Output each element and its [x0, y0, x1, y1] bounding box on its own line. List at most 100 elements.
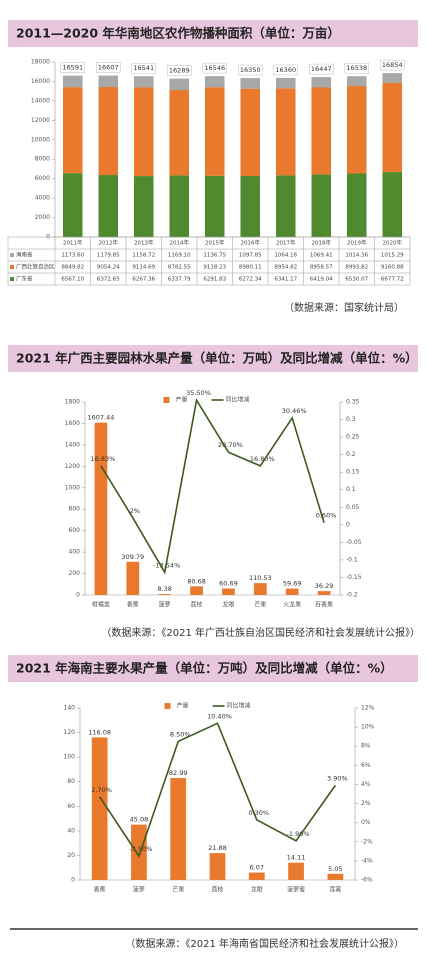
bar: [94, 422, 108, 595]
bar-label: 21.88: [208, 844, 227, 852]
table-cell: 6567.10: [61, 277, 84, 283]
bar: [311, 77, 332, 88]
table-cell: 1179.85: [97, 253, 120, 259]
table-cell: 6341.17: [274, 277, 297, 283]
bar: [169, 78, 190, 90]
bar: [288, 862, 304, 880]
table-cell: 6272.34: [239, 277, 262, 283]
legend-swatch: [10, 253, 14, 257]
legend-label: 同比增减: [226, 396, 250, 404]
x-tick-label: 2020年: [383, 239, 403, 247]
bar-label: 116.08: [88, 728, 111, 736]
total-box: [96, 62, 121, 73]
bar: [382, 172, 403, 237]
y2-tick-label: 0.05: [346, 504, 360, 511]
x-tick-label: 2019年: [347, 239, 367, 247]
legend-label: 产量: [176, 396, 188, 404]
bar: [275, 88, 296, 176]
line-label: 2.70%: [91, 786, 112, 794]
total-box: [131, 62, 156, 74]
legend-swatch: [10, 277, 14, 281]
x-tick-label: 2015年: [205, 239, 225, 247]
header-band: [8, 655, 418, 682]
y-tick-label: 120: [64, 729, 76, 736]
legend-label: 广东省: [16, 275, 33, 283]
chart-title: 2021 年广西主要园林水果产量（单位：万吨）及同比增减（单位：%）: [16, 351, 418, 366]
bar-label: 8.38: [157, 585, 171, 593]
bar: [285, 588, 299, 595]
bar: [275, 175, 296, 237]
bar: [382, 83, 403, 173]
bar: [327, 873, 344, 880]
y-tick-label: 4000: [35, 195, 50, 202]
x-tick-label: 香蕉: [127, 601, 139, 609]
x-tick-label: 菠萝: [133, 886, 145, 894]
x-tick-label: 荔枝: [211, 886, 223, 894]
bar-label: 82.99: [169, 769, 188, 777]
bar: [240, 78, 261, 89]
y2-tick-label: -0.15: [346, 574, 362, 581]
bar: [170, 778, 187, 880]
bar: [240, 88, 261, 177]
y-tick-label: 600: [69, 527, 81, 534]
x-tick-label: 莲雾: [329, 886, 341, 894]
total-label: 16546: [204, 64, 225, 72]
y-tick-label: 60: [67, 803, 75, 810]
line-label: 30.46%: [282, 407, 307, 415]
bar: [62, 87, 83, 174]
x-tick-label: 菠萝: [159, 601, 171, 609]
bar: [248, 872, 265, 880]
total-label: 16854: [382, 61, 403, 69]
y-tick-label: 0: [76, 592, 80, 599]
x-tick-label: 荔枝: [191, 601, 203, 609]
x-tick-label: 2016年: [241, 239, 261, 247]
bar-label: 36.29: [315, 582, 334, 590]
table-cell: 6291.83: [203, 277, 226, 283]
total-label: 16289: [169, 67, 190, 75]
bar-label: 110.53: [249, 574, 272, 582]
y-tick-label: 6000: [35, 175, 50, 182]
table-cell: 9114.69: [132, 265, 155, 271]
line-label: 8.50%: [170, 730, 191, 738]
bar: [346, 86, 367, 174]
table-cell: 6530.07: [345, 277, 368, 283]
y-tick-label: 40: [67, 827, 75, 834]
y2-tick-label: 10%: [361, 724, 375, 731]
legend-label: 产量: [177, 702, 189, 710]
y-tick-label: 100: [64, 754, 76, 761]
bar: [204, 175, 225, 237]
y-tick-label: 200: [69, 570, 81, 577]
header-band: [8, 345, 418, 372]
table-cell: 1014.36: [345, 253, 368, 259]
total-label: 16350: [240, 66, 261, 74]
bar: [91, 737, 108, 880]
table-cell: 8993.82: [345, 265, 368, 271]
x-tick-label: 香蕉: [94, 886, 106, 894]
y-tick-label: 400: [69, 549, 81, 556]
line-label: 0.30%: [248, 809, 269, 817]
line-label: 35.50%: [186, 389, 211, 397]
table-cell: 6267.36: [132, 277, 155, 283]
y-tick-label: 1600: [65, 420, 80, 427]
table-cell: 6419.04: [310, 277, 333, 283]
y2-tick-label: -6%: [361, 877, 373, 884]
y2-tick-label: -0.05: [346, 539, 362, 546]
bar: [133, 76, 154, 88]
bar-label: 5.05: [328, 865, 342, 873]
line-label: 20.70%: [218, 441, 243, 449]
y-tick-label: 140: [64, 705, 76, 712]
y-tick-label: 2000: [35, 214, 50, 221]
y2-tick-label: 0.15: [346, 469, 360, 476]
total-box: [60, 62, 85, 73]
bar-label: 60.69: [219, 579, 238, 587]
source: （数据来源：《2021 年海南省国民经济和社会发展统计公报》）: [125, 937, 404, 950]
table-cell: 8980.11: [239, 265, 262, 271]
y2-tick-label: 8%: [361, 743, 371, 750]
y-tick-label: 1400: [65, 441, 80, 448]
line-label: 2%: [130, 507, 140, 515]
legend-label: 同比增减: [227, 702, 251, 710]
table-cell: 1169.10: [168, 253, 191, 259]
table-cell: 9054.24: [97, 265, 120, 271]
x-tick-label: 龙眼: [222, 601, 234, 609]
